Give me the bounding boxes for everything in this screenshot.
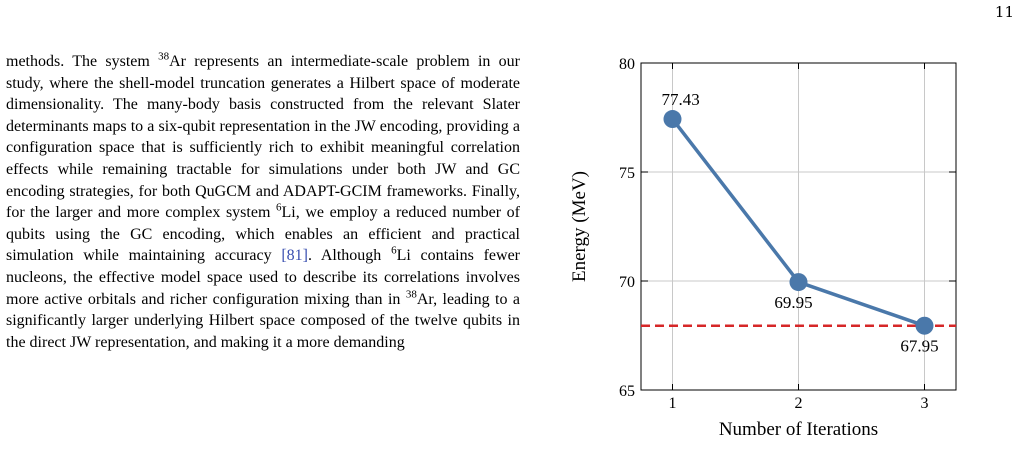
text-segment: methods. The system — [6, 53, 159, 70]
body-paragraph: methods. The system 38Ar represents an i… — [6, 51, 520, 353]
y-tick-label: 65 — [619, 383, 635, 400]
y-axis-label: Energy (MeV) — [569, 171, 590, 282]
text-segment: Li contains fewer nucleons, the effectiv… — [6, 247, 520, 308]
x-axis-label: Number of Iterations — [719, 419, 878, 440]
data-label: 77.43 — [662, 90, 700, 109]
text-segment: Ar represents an intermediate-scale prob… — [6, 53, 520, 222]
isotope-mass-number: 6 — [391, 245, 397, 258]
x-tick-label: 3 — [921, 395, 929, 412]
data-point — [663, 110, 682, 129]
data-point — [789, 273, 808, 292]
energy-iterations-figure: 1 2 3 65 70 75 80 77.43 69.95 67.95 Number of Iter… — [560, 45, 980, 455]
data-point — [915, 316, 934, 335]
citation-link[interactable]: [81] — [281, 247, 308, 265]
energy-chart: 1 2 3 65 70 75 80 77.43 69.95 67.95 Number of Iter… — [569, 56, 957, 440]
y-tick-label: 70 — [619, 274, 635, 291]
text-segment: . Although — [308, 247, 392, 265]
y-tick-label: 75 — [619, 165, 635, 182]
data-label: 69.95 — [774, 293, 812, 312]
isotope-mass-number: 38 — [158, 51, 170, 63]
text-segment: Li, we employ a reduced number of qubits… — [6, 204, 520, 265]
x-tick-label: 1 — [669, 395, 677, 412]
page-number: 11 — [994, 3, 1014, 21]
data-label: 67.95 — [900, 337, 938, 356]
y-tick-label: 80 — [619, 56, 635, 73]
isotope-mass-number: 6 — [276, 201, 282, 214]
text-segment: Ar, leading to a significantly larger un… — [6, 290, 520, 351]
body-text-column: methods. The system 38Ar represents an i… — [6, 51, 520, 473]
x-tick-label: 2 — [795, 395, 803, 412]
isotope-mass-number: 38 — [405, 288, 417, 301]
